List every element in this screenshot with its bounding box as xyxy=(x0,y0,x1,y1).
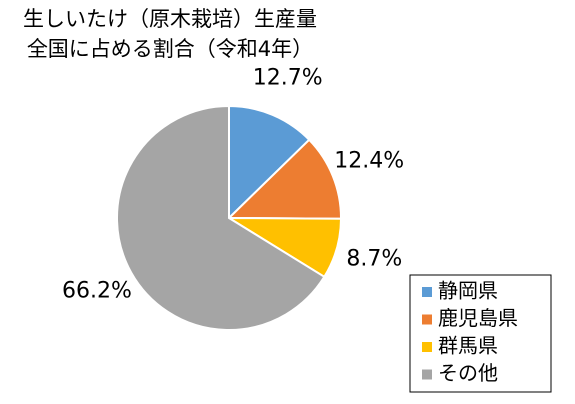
pie-slice xyxy=(226,138,342,220)
legend-swatch xyxy=(422,342,432,352)
pie-slice xyxy=(116,104,326,331)
chart-title: 全国に占める割合（令和4年） xyxy=(27,37,313,61)
data-label: 12.7% xyxy=(253,66,323,91)
legend-swatch xyxy=(422,287,432,297)
data-label: 66.2% xyxy=(62,279,132,304)
legend-box xyxy=(409,274,552,393)
legend-label: 群馬県 xyxy=(438,334,498,358)
data-label: 8.7% xyxy=(346,247,402,272)
legend-label: 静岡県 xyxy=(438,279,498,303)
chart-title: 生しいたけ（原木栽培）生産量 xyxy=(23,7,317,31)
pie-slice xyxy=(228,104,311,221)
legend-swatch xyxy=(422,369,432,380)
legend-label: その他 xyxy=(438,361,498,385)
legend-swatch xyxy=(422,314,432,325)
data-label: 12.4% xyxy=(334,148,404,173)
legend-label: 鹿児島県 xyxy=(438,306,518,330)
